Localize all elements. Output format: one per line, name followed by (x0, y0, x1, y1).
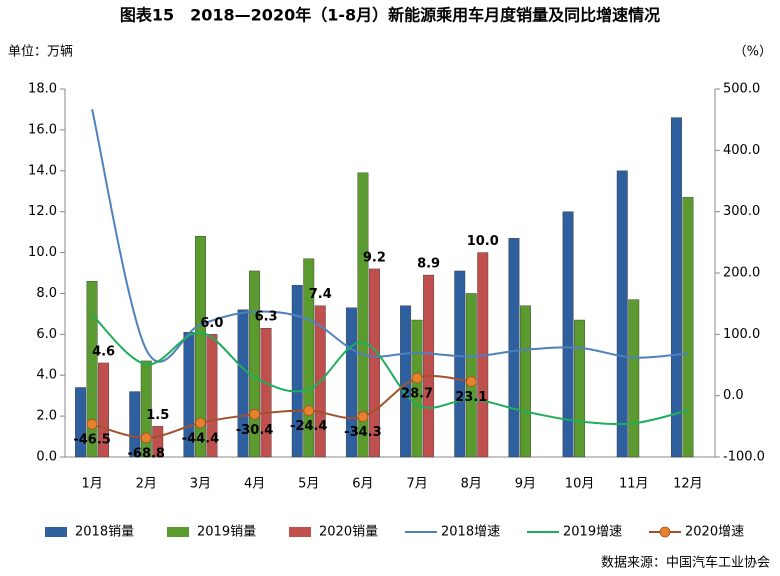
data-label: 8.9 (417, 257, 440, 272)
line-marker (411, 372, 423, 384)
x-tick-label: 9月 (515, 477, 536, 492)
x-tick-label: 7月 (406, 477, 427, 492)
data-label: 6.0 (200, 316, 223, 331)
legend-swatch (167, 527, 189, 537)
line-marker (303, 405, 315, 417)
line-marker (357, 411, 369, 423)
bar (616, 170, 628, 458)
line-marker (86, 418, 98, 430)
bar (562, 211, 574, 458)
bar (303, 258, 315, 458)
line-marker (465, 376, 477, 387)
legend-label: 2018销量 (75, 525, 134, 540)
bar (368, 268, 380, 458)
bar (682, 197, 694, 458)
data-label: -44.4 (182, 431, 219, 446)
x-tick-label: 12月 (673, 477, 703, 492)
bar (411, 319, 423, 458)
data-label: 10.0 (467, 234, 499, 249)
y-tick-label: 16.0 (28, 122, 57, 137)
data-label: 9.2 (363, 250, 386, 265)
data-label: -24.4 (290, 419, 327, 434)
legend-swatch (289, 527, 311, 537)
legend-marker (659, 526, 671, 538)
legend-label: 2019增速 (563, 525, 622, 540)
x-tick-label: 4月 (244, 477, 265, 492)
y-tick-label: 0.0 (36, 450, 57, 465)
data-label: -46.5 (73, 433, 110, 448)
data-label: 23.1 (455, 390, 487, 405)
line (91, 313, 689, 426)
y2-tick-label: 500.0 (723, 82, 760, 97)
line (91, 375, 472, 439)
data-label: 1.5 (146, 408, 169, 423)
bar (129, 391, 141, 458)
bar (465, 293, 477, 458)
y-tick-label: 6.0 (36, 327, 57, 342)
x-tick-label: 11月 (619, 477, 649, 492)
y2-tick-label: 400.0 (723, 143, 760, 158)
bar (519, 305, 531, 458)
bar (237, 309, 249, 458)
x-tick-label: 1月 (81, 477, 102, 492)
chart-title: 图表15 2018—2020年（1-8月）新能源乘用车月度销量及同比增速情况 (120, 6, 660, 25)
data-label: -68.8 (128, 446, 165, 461)
y-tick-label: 4.0 (36, 368, 57, 383)
line (91, 109, 688, 363)
data-label: -30.4 (236, 423, 273, 438)
bar (574, 319, 586, 458)
bar (508, 238, 520, 458)
legend-swatch (45, 527, 67, 537)
bar (291, 285, 303, 458)
x-tick-label: 6月 (352, 477, 373, 492)
data-label: 28.7 (401, 387, 433, 402)
bar (152, 426, 164, 458)
bar (628, 299, 640, 458)
bar (345, 307, 357, 458)
legend-label: 2020销量 (319, 525, 378, 540)
y2-tick-label: 0.0 (723, 388, 744, 403)
y-tick-label: 10.0 (28, 245, 57, 260)
line-marker (195, 417, 206, 429)
data-label: 7.4 (309, 287, 332, 302)
x-tick-label: 8月 (461, 477, 482, 492)
y-tick-label: 2.0 (36, 409, 57, 424)
source-note: 数据来源：中国汽车工业协会 (601, 555, 770, 571)
bar (75, 387, 87, 458)
x-tick-label: 3月 (190, 477, 211, 492)
bar (670, 117, 682, 458)
bar (357, 172, 369, 458)
line-marker (249, 408, 260, 420)
y2-tick-label: -100.0 (723, 450, 765, 465)
y-axis-label: 单位：万辆 (8, 45, 73, 60)
y2-tick-label: 300.0 (723, 204, 760, 219)
y2-tick-label: 100.0 (723, 327, 760, 342)
y-tick-label: 12.0 (28, 204, 57, 219)
bar (249, 270, 261, 458)
bar (206, 334, 218, 458)
legend-label: 2018增速 (441, 525, 500, 540)
y-tick-label: 18.0 (28, 82, 57, 97)
data-label: -34.3 (344, 425, 381, 440)
x-tick-label: 10月 (565, 477, 595, 492)
data-label: 4.6 (92, 344, 115, 359)
data-label: 6.3 (255, 310, 278, 325)
bar (86, 280, 98, 458)
bar (140, 360, 152, 458)
legend-label: 2019销量 (197, 525, 256, 540)
bar (98, 362, 110, 458)
bar (423, 274, 435, 458)
y-tick-label: 14.0 (28, 163, 57, 178)
y-tick-label: 8.0 (36, 286, 57, 301)
bar (260, 328, 272, 458)
bar (194, 235, 206, 458)
x-tick-label: 2月 (136, 477, 157, 492)
line-marker (140, 432, 152, 444)
legend-label: 2020增速 (685, 525, 744, 540)
y2-axis-label: （%） (734, 45, 772, 60)
y2-tick-label: 200.0 (723, 266, 760, 281)
x-tick-label: 5月 (298, 477, 319, 492)
bar (454, 270, 466, 458)
